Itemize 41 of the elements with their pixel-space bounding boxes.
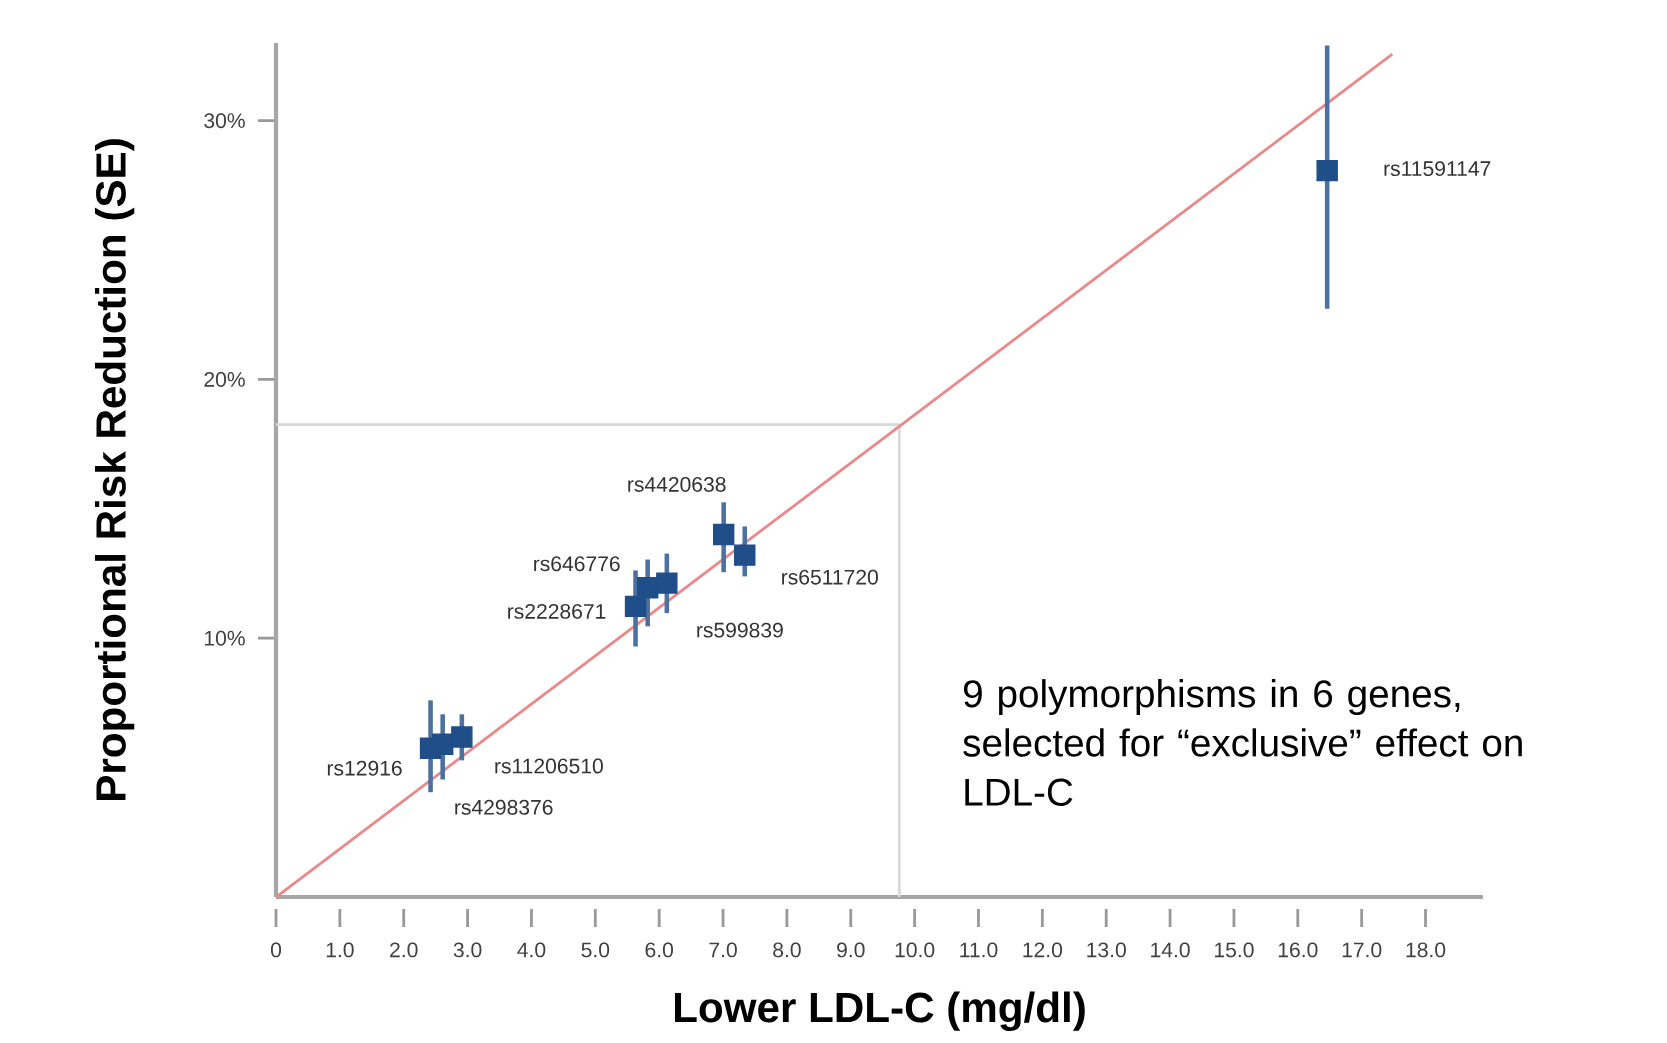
x-tick-label: 9.0: [837, 942, 865, 958]
x-tick-label: 6.0: [645, 942, 674, 958]
point: [624, 595, 647, 618]
x-tick-label: 0: [270, 942, 282, 958]
x-tick-label: 4.0: [517, 942, 546, 958]
x-tick-label: 1.0: [326, 942, 354, 958]
point: [712, 523, 735, 546]
y-tick-label: 30%: [204, 113, 245, 129]
x-tick-label: 10.0: [895, 942, 935, 958]
y-tick-label: 20%: [204, 372, 245, 388]
series-label: rs6511720: [782, 569, 878, 585]
x-axis-title: Lower LDL-C (mg/dl): [674, 991, 1085, 1032]
series-label: rs12916: [327, 760, 402, 776]
point: [734, 544, 756, 567]
x-tick-label: 7.0: [709, 942, 737, 958]
x-tick-label: 13.0: [1087, 942, 1126, 958]
x-tick-label: 5.0: [581, 942, 610, 958]
y-axis-title: Proportional Risk Reduction (SE): [94, 139, 135, 801]
point: [451, 726, 473, 748]
text: rs11591147: [1384, 161, 1491, 177]
point: [431, 733, 454, 756]
x-tick-label: 16.0: [1278, 942, 1318, 958]
y-tick-label: 10%: [204, 630, 245, 646]
series-label: rs599839: [697, 622, 783, 638]
x-tick-label: 3.0: [453, 942, 482, 958]
point: [656, 572, 678, 594]
x-tick-label: 17.0: [1342, 942, 1382, 958]
text: rs4298376: [455, 800, 553, 815]
x-tick-label: 15.0: [1215, 942, 1254, 958]
series-label: rs11206510: [495, 758, 603, 774]
annotation: 9 polymorphisms in 6 genes, selected for “exclusive” effect on LDL-C: [963, 679, 1522, 807]
series-label: rs2228671: [508, 604, 606, 620]
x-tick-label: 11.0: [960, 942, 998, 958]
point: [1316, 160, 1338, 182]
x-tick-label: 14.0: [1151, 942, 1190, 958]
x-tick-label: 2.0: [390, 942, 418, 958]
series-label: rs646776: [534, 556, 620, 572]
series-label: rs4420638: [628, 477, 726, 493]
x-tick-label: 8.0: [773, 942, 801, 958]
x-tick-label: 18.0: [1406, 942, 1446, 958]
x-tick-label: 12.0: [1023, 942, 1063, 958]
